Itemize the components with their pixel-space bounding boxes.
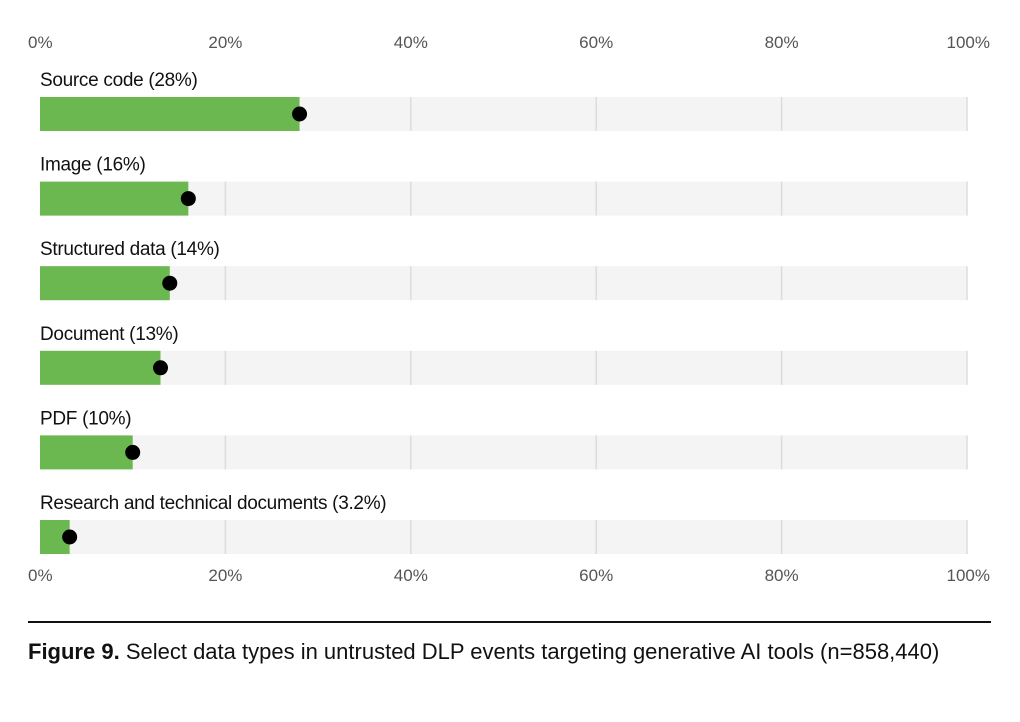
x-tick-label-bottom: 40% [394,566,428,585]
bar-track [40,520,967,554]
bar-end-marker [162,275,178,291]
figure-label: Figure 9. [28,639,120,664]
bar-label: Source code (28%) [40,70,198,91]
x-tick-label-top: 80% [765,33,799,52]
figure-caption-text: Select data types in untrusted DLP event… [125,639,940,664]
bar-chart: Source code (28%) Image (16%) Structured d… [28,33,990,585]
x-tick-label-top: 100% [947,33,990,52]
bar-label: Structured data (14%) [40,239,220,260]
x-tick-label-top: 60% [579,33,613,52]
bar [40,97,300,131]
x-tick-label-bottom: 60% [579,566,613,585]
x-tick-label-bottom: 80% [765,566,799,585]
bar [40,181,189,216]
x-tick-label-bottom: 20% [208,566,242,585]
bar-label: Document (13%) [40,324,178,345]
figure-caption: Figure 9. Select data types in untrusted… [28,639,988,665]
bar [40,435,133,470]
x-tick-label-top: 20% [208,33,242,52]
bar-track [40,266,967,301]
bar-label: Image (16%) [40,155,145,176]
caption-divider [28,621,991,623]
x-tick-label-top: 0% [28,33,53,52]
bar-end-marker [153,360,169,376]
bar-track [40,435,967,470]
bar [40,266,170,301]
x-tick-label-bottom: 100% [947,566,990,585]
x-tick-label-top: 40% [394,33,428,52]
bar-end-marker [292,106,308,122]
bar-end-marker [62,529,78,545]
bar-end-marker [180,191,196,207]
bar-track [40,350,967,385]
bar [40,350,161,385]
bar-label: Research and technical documents (3.2%) [40,493,386,514]
bar-label: PDF (10%) [40,408,131,429]
bar-end-marker [125,444,141,460]
x-tick-label-bottom: 0% [28,566,53,585]
